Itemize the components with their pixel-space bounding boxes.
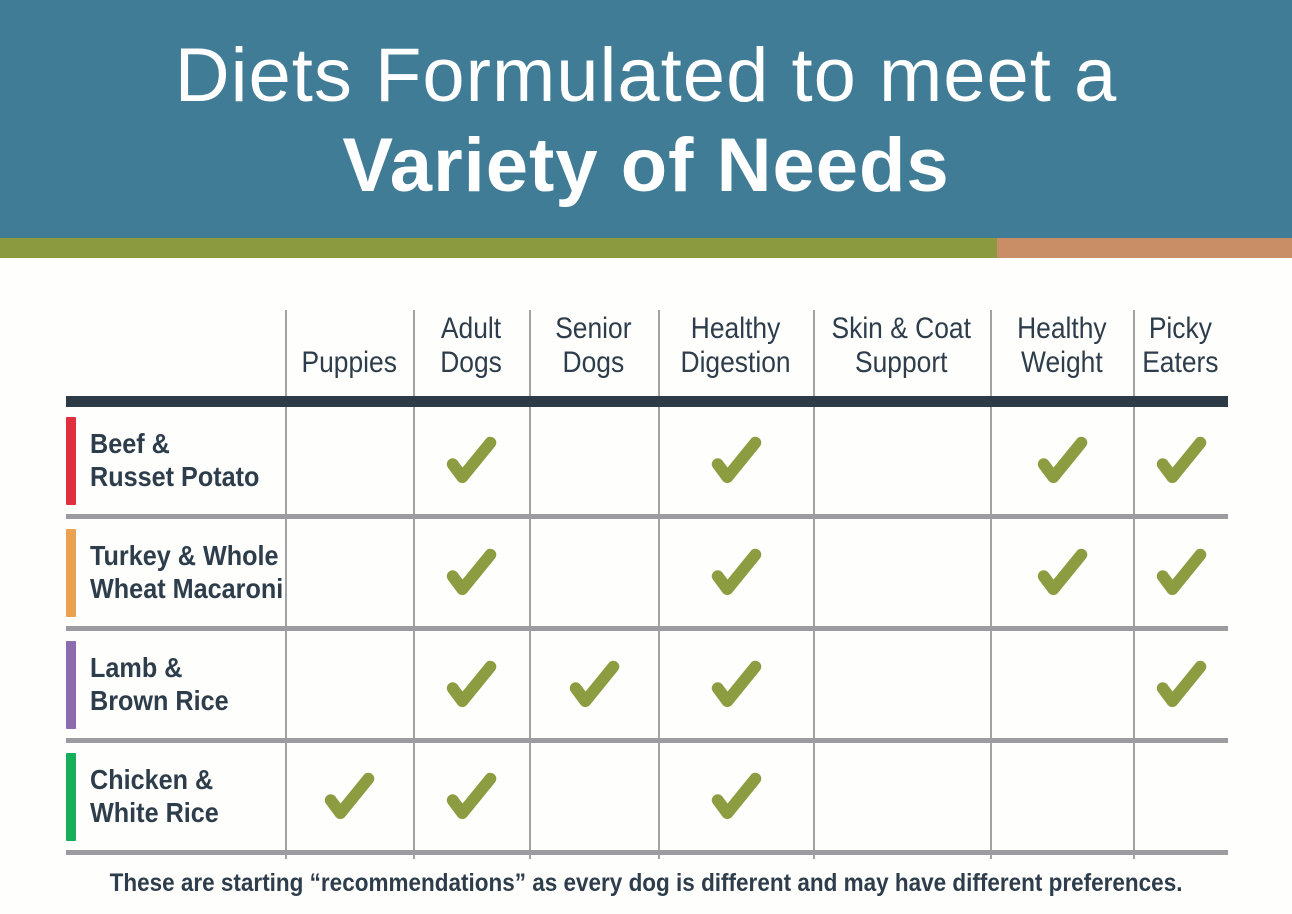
column-divider [529, 310, 531, 859]
checkmark-icon [1037, 548, 1087, 595]
check-cell [990, 743, 1133, 850]
checkmark-icon [569, 660, 619, 707]
check-cell [813, 407, 990, 514]
check-cell [529, 743, 658, 850]
checkmark-icon [1156, 436, 1206, 483]
column-header-healthy-weight: Healthy Weight [1016, 312, 1107, 380]
row-label-beef-russet-potato: Beef & Russet Potato [66, 407, 285, 514]
table-row-beef-russet-potato: Beef & Russet Potato [66, 407, 1228, 519]
checkmark-icon [324, 772, 375, 819]
accent-stripe-green-segment [0, 238, 997, 258]
accent-bar [66, 752, 76, 841]
accent-bar [66, 528, 76, 617]
checkmark-icon [711, 436, 761, 483]
check-cell [285, 519, 413, 626]
diet-comparison-table: Puppies Adult Dogs Senior Dogs Healthy Dige… [66, 258, 1228, 859]
check-cell [990, 407, 1133, 514]
column-header-adult-dogs: Adult Dogs [440, 312, 502, 380]
column-header-puppies: Puppies [301, 346, 397, 380]
page-title-line-1: Diets Formulated to meet a [174, 33, 1118, 119]
check-cell [529, 631, 658, 738]
checkmark-icon [711, 660, 761, 707]
check-cell [1133, 743, 1228, 850]
footer-note-text: These are starting “recommendations” as … [109, 869, 1183, 897]
checkmark-icon [446, 772, 497, 819]
checkmark-icon [446, 660, 497, 707]
accent-bar [66, 416, 76, 505]
check-cell [990, 519, 1133, 626]
column-divider [413, 310, 415, 859]
accent-stripe-tan-segment [997, 238, 1292, 258]
check-cell [658, 743, 813, 850]
check-cell [1133, 631, 1228, 738]
column-divider [813, 310, 815, 859]
page-title-line-2: Variety of Needs [342, 123, 950, 208]
check-cell [413, 407, 529, 514]
table-row-chicken-white-rice: Chicken & White Rice [66, 743, 1228, 855]
check-cell [285, 631, 413, 738]
check-cell [413, 743, 529, 850]
check-cell [658, 519, 813, 626]
row-label-chicken-white-rice: Chicken & White Rice [66, 743, 285, 850]
check-cell [529, 407, 658, 514]
checkmark-icon [1037, 436, 1087, 483]
table-row-turkey-whole-wheat-macaroni: Turkey & Whole Wheat Macaroni [66, 519, 1228, 631]
check-cell [658, 631, 813, 738]
check-cell [658, 407, 813, 514]
checkmark-icon [711, 548, 761, 595]
checkmark-icon [446, 436, 497, 483]
column-header-row: Puppies Adult Dogs Senior Dogs Healthy Dige… [66, 258, 1228, 396]
check-cell [813, 631, 990, 738]
accent-bar [66, 640, 76, 729]
check-cell [1133, 519, 1228, 626]
check-cell [413, 631, 529, 738]
checkmark-icon [446, 548, 497, 595]
checkmark-icon [711, 772, 761, 819]
column-header-healthy-digestion: Healthy Digestion [680, 312, 791, 380]
check-cell [1133, 407, 1228, 514]
check-cell [529, 519, 658, 626]
column-divider [990, 310, 992, 859]
checkmark-icon [1156, 660, 1206, 707]
table-row-lamb-brown-rice: Lamb & Brown Rice [66, 631, 1228, 743]
check-cell [285, 407, 413, 514]
column-divider [285, 310, 287, 859]
accent-stripe [0, 238, 1292, 258]
column-header-senior-dogs: Senior Dogs [555, 312, 632, 380]
check-cell [990, 631, 1133, 738]
row-label-turkey-whole-wheat-macaroni: Turkey & Whole Wheat Macaroni [66, 519, 285, 626]
column-header-skin-coat-support: Skin & Coat Support [831, 312, 972, 380]
header-rule [66, 396, 1228, 407]
check-cell [413, 519, 529, 626]
check-cell [813, 743, 990, 850]
header-banner: Diets Formulated to meet a Variety of Ne… [0, 0, 1292, 238]
column-header-picky-eaters: Picky Eaters [1142, 312, 1219, 380]
check-cell [285, 743, 413, 850]
row-label-lamb-brown-rice: Lamb & Brown Rice [66, 631, 285, 738]
column-divider [1133, 310, 1135, 859]
footer-note: These are starting “recommendations” as … [0, 869, 1292, 898]
check-cell [813, 519, 990, 626]
column-divider [658, 310, 660, 859]
checkmark-icon [1156, 548, 1206, 595]
